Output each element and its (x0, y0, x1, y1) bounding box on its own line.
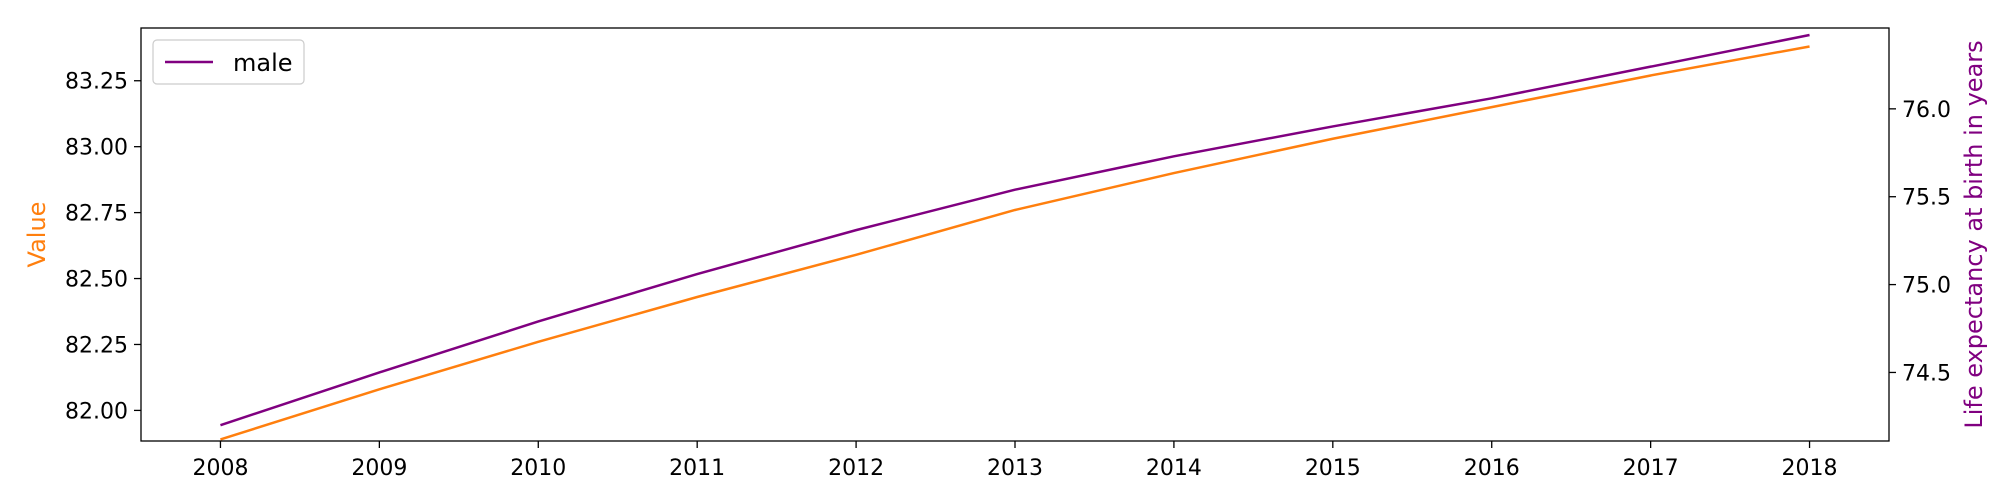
x-tick-label: 2008 (192, 456, 248, 481)
x-tick-label: 2012 (828, 456, 884, 481)
x-tick-label: 2017 (1623, 456, 1679, 481)
left-tick-label: 82.50 (65, 268, 128, 293)
x-tick-label: 2016 (1464, 456, 1520, 481)
series-line-series-1 (220, 45, 1810, 441)
x-tick-label: 2009 (351, 456, 407, 481)
left-axis-label: Value (23, 202, 51, 268)
right-tick-label: 76.0 (1902, 98, 1951, 123)
x-tick-label: 2013 (987, 456, 1043, 481)
left-tick-label: 82.25 (65, 333, 128, 358)
left-tick-label: 82.00 (65, 399, 128, 424)
right-axis-label: Life expectancy at birth in years (1960, 40, 1988, 428)
x-tick-label: 2014 (1146, 456, 1202, 481)
left-tick-label: 83.00 (65, 136, 128, 161)
left-axis-ticks: 82.00 82.25 82.50 82.75 83.00 83.25 (65, 70, 141, 424)
legend: male (152, 39, 305, 85)
legend-label-male: male (233, 49, 293, 77)
right-tick-label: 74.5 (1902, 361, 1951, 386)
right-tick-label: 75.0 (1902, 274, 1951, 299)
legend-box (152, 39, 305, 85)
left-tick-label: 83.25 (65, 70, 128, 95)
x-tick-label: 2010 (510, 456, 566, 481)
right-axis-ticks: 74.5 75.0 75.5 76.0 (1889, 98, 1951, 386)
x-tick-label: 2011 (669, 456, 725, 481)
series-line-male (220, 33, 1810, 427)
x-axis-ticks: 2008 2009 2010 2011 2012 2013 2014 2015 2016 2017… (192, 441, 1838, 481)
right-tick-label: 75.5 (1902, 186, 1951, 211)
left-tick-label: 82.75 (65, 202, 128, 227)
x-tick-label: 2018 (1782, 456, 1838, 481)
plot-lines (220, 33, 1810, 441)
x-tick-label: 2015 (1305, 456, 1361, 481)
